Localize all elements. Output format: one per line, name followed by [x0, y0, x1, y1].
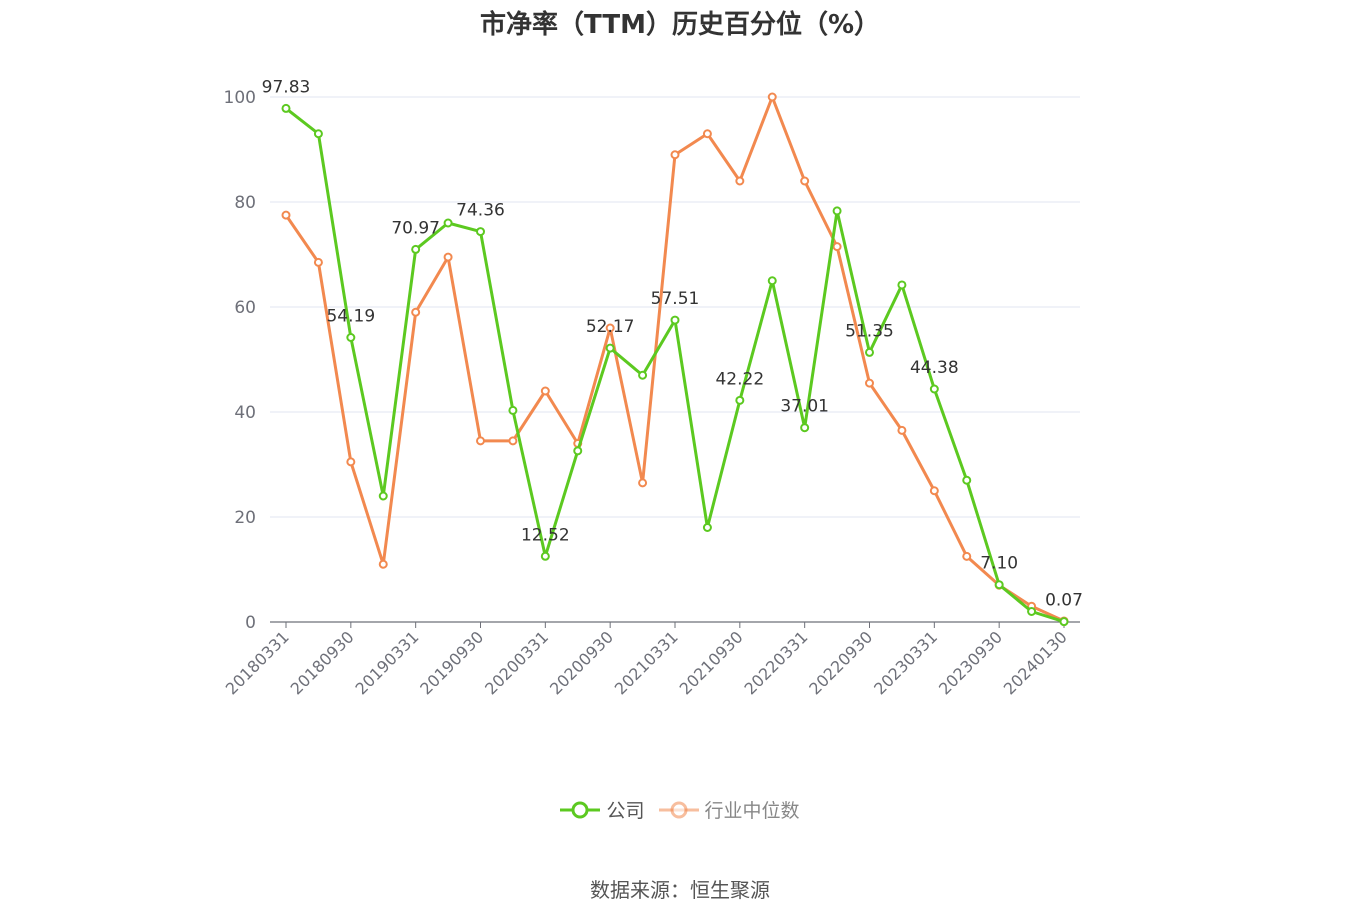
data-label: 97.83	[262, 77, 311, 97]
legend-swatch-icon	[658, 801, 699, 818]
data-point[interactable]	[670, 315, 680, 325]
legend-item-1[interactable]: 行业中位数	[658, 796, 800, 823]
data-point[interactable]	[411, 244, 421, 254]
data-point[interactable]	[313, 129, 323, 139]
source-note: 数据来源：恒生聚源	[590, 878, 770, 902]
x-tick-label: 20190930	[416, 627, 487, 698]
data-point[interactable]	[605, 323, 615, 333]
data-label: 54.19	[326, 307, 375, 327]
legend-label: 行业中位数	[704, 800, 800, 822]
data-label: 42.22	[715, 369, 764, 389]
data-point[interactable]	[865, 347, 874, 357]
y-tick-label: 20	[234, 508, 256, 528]
y-tick-label: 40	[234, 403, 256, 423]
data-label: 74.36	[456, 201, 505, 221]
data-point[interactable]	[378, 559, 388, 569]
data-point[interactable]	[994, 580, 1004, 590]
data-point[interactable]	[929, 384, 939, 394]
data-point[interactable]	[702, 523, 712, 532]
data-labels: 97.83 54.19 70.97 74.36 12.52 52.17 57.51 42.22…	[262, 77, 1083, 610]
x-tick-label: 20230930	[935, 627, 1006, 698]
data-label: 70.97	[391, 218, 440, 238]
data-label: 7.10	[980, 554, 1018, 574]
data-point[interactable]	[540, 551, 550, 561]
data-point[interactable]	[476, 436, 485, 446]
data-point[interactable]	[767, 276, 777, 286]
data-point[interactable]	[443, 218, 453, 228]
data-point[interactable]	[735, 395, 745, 405]
data-point[interactable]	[735, 176, 745, 186]
data-point[interactable]	[800, 423, 810, 433]
chart-title: 市净率（TTM）历史百分位（%）	[480, 10, 880, 40]
y-tick-label: 80	[234, 193, 256, 213]
data-point[interactable]	[702, 129, 712, 139]
y-tick-label: 60	[234, 298, 256, 318]
x-tick-label: 20180331	[222, 627, 293, 698]
data-point[interactable]	[540, 386, 550, 396]
grid-lines	[270, 96, 1080, 518]
legend-swatch-marker	[571, 801, 589, 818]
data-point[interactable]	[832, 206, 842, 216]
legend-item-0[interactable]: 公司	[560, 796, 645, 823]
legend-swatch-icon	[560, 801, 601, 818]
x-tick-label: 20210930	[676, 627, 747, 698]
data-point[interactable]	[378, 491, 388, 501]
data-point[interactable]	[897, 425, 907, 435]
y-tick-label: 100	[224, 88, 256, 108]
data-point[interactable]	[670, 150, 680, 160]
x-tick-label: 20210331	[611, 627, 682, 698]
data-point[interactable]	[832, 242, 842, 252]
legend-label: 公司	[606, 800, 645, 822]
data-point[interactable]	[476, 227, 485, 237]
data-point[interactable]	[1027, 607, 1037, 616]
data-point[interactable]	[605, 343, 615, 353]
data-point[interactable]	[962, 475, 972, 485]
x-tick-label: 20180930	[287, 627, 358, 698]
x-tick-label: 20240130	[1000, 627, 1071, 698]
data-point[interactable]	[573, 446, 583, 456]
y-tick-label: 0	[245, 613, 256, 633]
data-label: 52.17	[586, 317, 635, 337]
data-point[interactable]	[508, 405, 518, 415]
data-point[interactable]	[929, 486, 939, 496]
data-point[interactable]	[313, 257, 323, 267]
data-point[interactable]	[281, 210, 291, 220]
data-point[interactable]	[281, 103, 291, 113]
data-label: 44.38	[910, 358, 959, 378]
legend: 公司 行业中位数	[0, 796, 1360, 823]
data-point[interactable]	[1059, 617, 1069, 627]
data-label: 51.35	[845, 321, 894, 341]
data-point[interactable]	[638, 370, 648, 380]
data-label: 0.07	[1045, 591, 1083, 611]
x-tick-label: 20230331	[870, 627, 941, 698]
x-tick-label: 20220930	[805, 627, 876, 698]
x-tick-label: 20190331	[351, 627, 422, 698]
legend-swatch-marker	[670, 801, 687, 818]
data-point[interactable]	[346, 333, 356, 343]
data-point[interactable]	[411, 307, 421, 317]
x-tick-label: 20220331	[740, 627, 811, 698]
data-point[interactable]	[443, 252, 453, 262]
data-point[interactable]	[800, 176, 810, 186]
data-point[interactable]	[346, 457, 356, 467]
data-point[interactable]	[865, 378, 874, 388]
data-label: 57.51	[651, 289, 700, 309]
x-tick-label: 20200331	[481, 627, 552, 698]
x-tick-label: 20200930	[546, 627, 617, 698]
data-point[interactable]	[508, 436, 518, 446]
series-lines	[281, 92, 1069, 627]
data-label: 37.01	[780, 397, 829, 417]
data-point[interactable]	[767, 92, 777, 102]
data-label: 12.52	[521, 525, 570, 545]
data-point[interactable]	[897, 280, 907, 290]
data-point[interactable]	[638, 478, 648, 488]
data-point[interactable]	[962, 551, 972, 561]
